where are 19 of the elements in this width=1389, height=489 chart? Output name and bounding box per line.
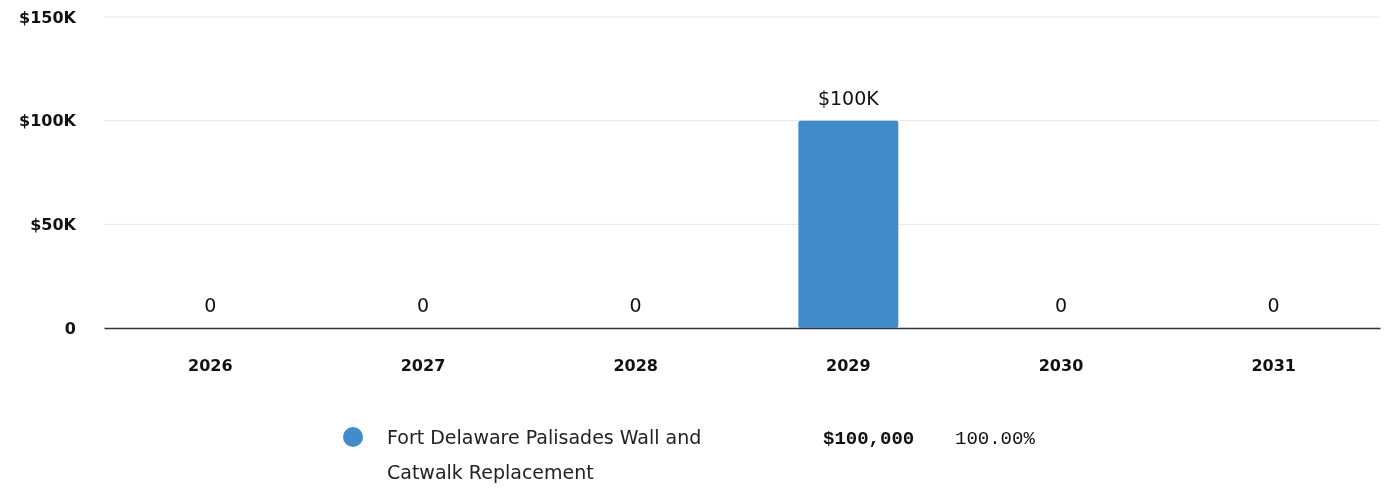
legend-label: Fort Delaware Palisades Wall and Catwalk Replacement [387,426,702,483]
x-tick-label: 2027 [400,356,446,376]
y-tick-label: 0 [64,318,76,338]
y-tick-label: $100K [19,111,77,131]
data-label: $100K [817,86,880,109]
x-tick-label: 2030 [1038,356,1084,376]
data-label: 0 [1267,294,1280,316]
x-tick-label: 2026 [188,356,233,376]
x-tick-label: 2031 [1251,356,1296,376]
text: $100,000 [823,428,915,450]
text: 100.00% [955,428,1036,450]
data-label: 0 [1054,294,1068,316]
data-label: 0 [416,294,430,316]
data-label: 0 [204,294,217,316]
x-tick-label: 2028 [613,356,658,376]
data-label: 0 [629,294,642,316]
x-tick-label: 2029 [826,356,871,376]
y-tick-label: $150K [19,7,77,27]
y-tick-label: $50K [30,214,77,234]
